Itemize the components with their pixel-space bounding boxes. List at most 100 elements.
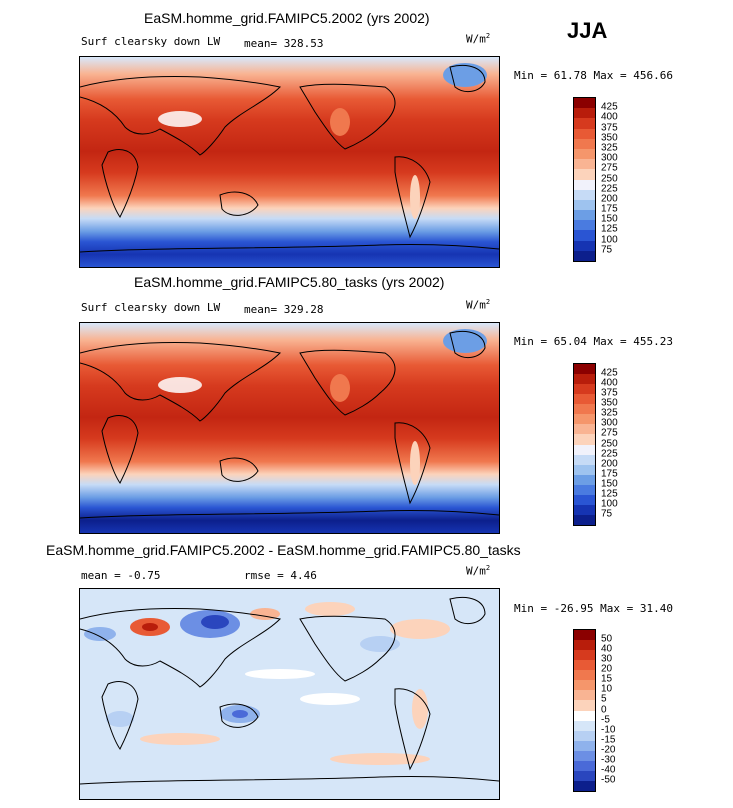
panel1-mean-label: mean= (244, 37, 278, 50)
colorbar-swatch (574, 230, 595, 241)
panel3-rmse-value: 4.46 (290, 569, 317, 582)
colorbar-tick-label: 5 (601, 693, 607, 705)
panel3-anomalies (84, 602, 450, 765)
colorbar-tick-label: 250 (601, 173, 618, 184)
colorbar-swatch (574, 138, 595, 149)
panel1-mean: mean= 328.53 (244, 37, 324, 50)
colorbar-swatch (574, 484, 595, 495)
panel2-mean-label: mean= (244, 303, 278, 316)
colorbar-tick-label: 75 (601, 508, 613, 520)
colorbar-swatch (574, 454, 595, 465)
panel3-mean-label: mean = (81, 569, 121, 582)
panel2-max-value: 455.23 (633, 335, 673, 348)
colorbar-tick-label: 0 (601, 704, 607, 715)
panel1-max-value: 456.66 (633, 69, 673, 82)
colorbar-swatch (574, 424, 595, 435)
panel1-title: EaSM.homme_grid.FAMIPC5.2002 (yrs 2002) (144, 10, 430, 26)
panel3-minmax: Min = -26.95 Max = 31.40 (514, 602, 673, 615)
panel3-mean-value: -0.75 (127, 569, 161, 582)
colorbar-swatch (574, 404, 595, 415)
colorbar-swatch (574, 730, 595, 741)
colorbar-tick-label: 100 (601, 234, 618, 246)
panel2-min-value: 65.04 (553, 335, 587, 348)
panel1-min-label: Min = (514, 69, 548, 82)
panel1-map (79, 56, 500, 268)
panel2-field (80, 323, 499, 533)
colorbar-tick-label: 275 (601, 427, 618, 439)
colorbar-swatch (574, 494, 595, 505)
season-label: JJA (567, 18, 608, 43)
panel2-title: EaSM.homme_grid.FAMIPC5.80_tasks (yrs 20… (134, 274, 445, 290)
panel1-units: W/m2 (466, 32, 490, 46)
colorbar-swatch (574, 720, 595, 731)
colorbar-swatch (574, 640, 595, 651)
colorbar-swatch (574, 504, 595, 515)
panel3-min-label: Min = (514, 602, 548, 615)
colorbar-swatch (574, 760, 595, 771)
colorbar-tick-label: 15 (601, 673, 613, 685)
colorbar-swatch (574, 240, 595, 251)
colorbar-swatch (574, 660, 595, 671)
colorbar-tick-label: 250 (601, 438, 618, 449)
colorbar-tick-label: 300 (601, 417, 618, 429)
colorbar-swatch (574, 220, 595, 231)
colorbar-tick-label: 200 (601, 458, 618, 470)
panel2-coastlines (80, 330, 499, 519)
panel3-mean: mean = -0.75 (81, 569, 161, 582)
panel3-min-value: -26.95 (553, 602, 594, 615)
panel2-tibet-anomaly (158, 377, 202, 393)
colorbar-swatch (574, 514, 595, 525)
colorbar-swatch (574, 680, 595, 691)
colorbar-swatch (574, 374, 595, 385)
colorbar-tick-label: 125 (601, 223, 618, 235)
colorbar-tick-label: 30 (601, 653, 613, 665)
colorbar-tick-label: -30 (601, 754, 616, 766)
colorbar-swatch (574, 474, 595, 485)
colorbar-swatch (574, 179, 595, 190)
panel2-minmax: Min = 65.04 Max = 455.23 (514, 335, 673, 348)
colorbar-tick-label: 300 (601, 152, 618, 164)
colorbar-swatch (574, 780, 595, 791)
panel3-rmse: rmse = 4.46 (244, 569, 317, 582)
colorbar-swatch (574, 199, 595, 211)
panel1-units-base: W/m (466, 32, 486, 46)
panel3-coastlines (80, 596, 499, 785)
panel1-mean-value: 328.53 (283, 37, 324, 50)
panel2-na-west (330, 374, 350, 402)
panel1-variable-label: Surf clearsky down LW (81, 35, 221, 48)
colorbar-swatch (574, 740, 595, 751)
colorbar-tick-label: -5 (601, 714, 610, 726)
panel1-units-exp: 2 (485, 32, 491, 40)
colorbar-swatch (574, 464, 595, 475)
panel1-na-west (330, 108, 350, 136)
colorbar-swatch (574, 108, 595, 119)
colorbar-swatch (574, 250, 595, 261)
panel1-andes-anomaly (410, 175, 420, 219)
colorbar-swatch (574, 159, 595, 170)
panel3-max-value: 31.40 (639, 602, 673, 615)
colorbar-tick-label: 125 (601, 488, 618, 500)
colorbar-tick-label: 275 (601, 162, 618, 174)
colorbar-swatch (574, 364, 595, 375)
panel3-title: EaSM.homme_grid.FAMIPC5.2002 - EaSM.homm… (46, 542, 521, 558)
colorbar-swatch (574, 394, 595, 405)
colorbar-tick-label: 225 (601, 448, 618, 460)
colorbar-tick-label: 100 (601, 498, 618, 510)
colorbar-tick-label: 400 (601, 111, 618, 123)
panel2-mean-value: 329.28 (283, 303, 324, 316)
colorbar-tick-label: -40 (601, 764, 616, 776)
colorbar-swatch (574, 414, 595, 425)
panel2-colorbar (573, 363, 596, 526)
panel1-tibet-anomaly (158, 111, 202, 127)
panel1-field (80, 57, 499, 267)
colorbar-tick-label: 10 (601, 683, 613, 695)
colorbar-tick-label: -10 (601, 724, 616, 736)
colorbar-tick-label: 75 (601, 244, 613, 256)
colorbar-tick-label: 150 (601, 213, 618, 225)
panel2-units: W/m2 (466, 298, 490, 312)
panel1-max-label: Max = (593, 69, 627, 82)
panel3-units: W/m2 (466, 564, 490, 578)
colorbar-tick-label: 50 (601, 633, 613, 645)
panel2-map (79, 322, 500, 534)
panel3-map-svg (80, 589, 499, 799)
